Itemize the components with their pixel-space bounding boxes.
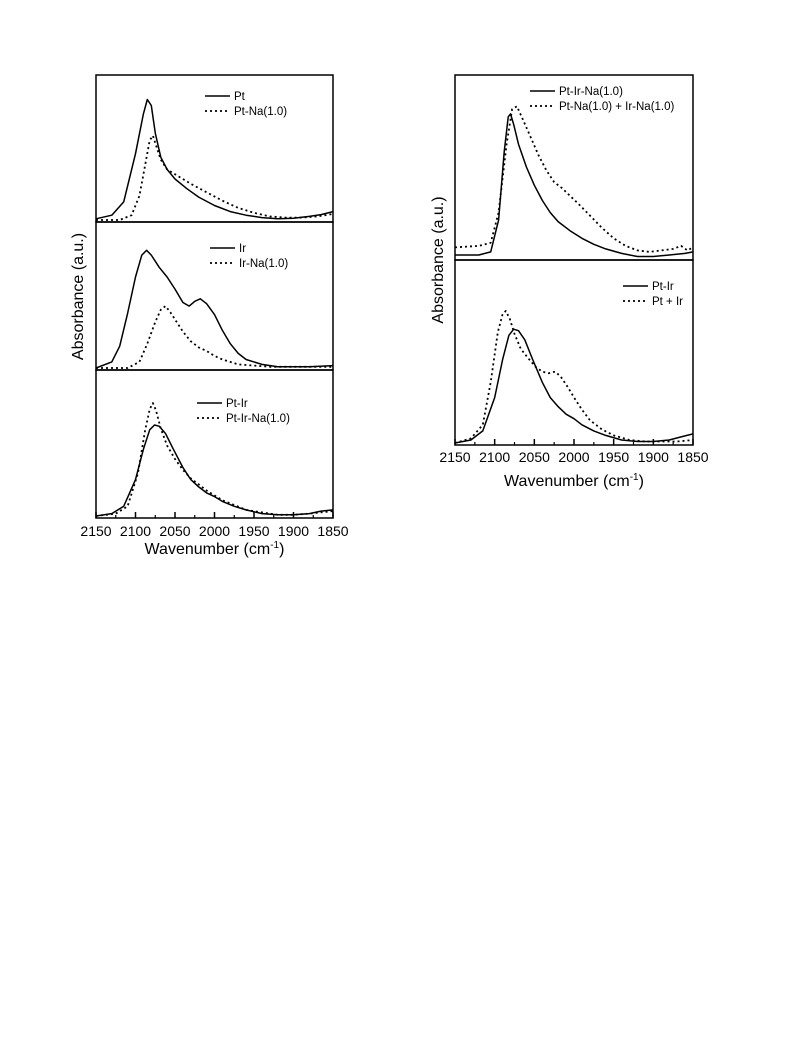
x-tick-label: 1950 xyxy=(238,523,269,539)
left-panel-1-series-2 xyxy=(96,134,334,221)
legend-label: Pt-Ir-Na(1.0) xyxy=(226,413,290,425)
left-x-axis: 2150 2100 2050 2000 1950 1900 1850 xyxy=(80,512,349,539)
left-figure: Pt Pt-Na(1.0) Ir Ir-Na(1.0) Pt-Ir Pt-Ir-Na(1.… xyxy=(70,74,349,558)
legend-label: Ir-Na(1.0) xyxy=(239,258,288,270)
x-tick-label: 2000 xyxy=(558,449,589,465)
left-panel-2-series-2 xyxy=(96,305,333,369)
left-panel-3-series-1 xyxy=(95,424,334,517)
legend-label: Pt-Ir xyxy=(226,398,248,410)
right-panel-2-legend: Pt-Ir Pt + Ir xyxy=(623,281,683,308)
legend-label: Pt xyxy=(234,91,246,103)
right-panel-1-series-2 xyxy=(454,105,694,253)
left-panel-3: Pt-Ir Pt-Ir-Na(1.0) xyxy=(95,369,334,519)
x-tick-label: 2000 xyxy=(199,523,230,539)
x-tick-label: 2050 xyxy=(519,449,550,465)
left-panel-2: Ir Ir-Na(1.0) xyxy=(95,221,334,371)
x-tick-label: 1900 xyxy=(638,449,669,465)
x-tick-label: 2050 xyxy=(159,523,190,539)
legend-label: Ir xyxy=(239,243,246,255)
left-panel-1-legend: Pt Pt-Na(1.0) xyxy=(205,91,287,118)
left-panel-2-legend: Ir Ir-Na(1.0) xyxy=(210,243,288,270)
left-y-axis-title: Absorbance (a.u.) xyxy=(70,233,87,360)
right-panel-2: Pt-Ir Pt + Ir xyxy=(454,259,694,446)
right-y-axis-title: Absorbance (a.u.) xyxy=(430,196,447,323)
legend-label: Pt-Na(1.0) + Ir-Na(1.0) xyxy=(559,101,675,113)
left-panel-1-frame xyxy=(95,74,334,223)
left-panel-3-series-2 xyxy=(95,402,334,517)
x-tick-label: 1850 xyxy=(677,449,708,465)
x-tick-label: 1850 xyxy=(317,523,348,539)
legend-label: Pt-Ir xyxy=(652,281,674,293)
legend-label: Pt-Ir-Na(1.0) xyxy=(559,86,623,98)
right-panel-1: Pt-Ir-Na(1.0) Pt-Na(1.0) + Ir-Na(1.0) xyxy=(454,74,694,261)
x-tick-label: 1900 xyxy=(278,523,309,539)
x-tick-label: 2150 xyxy=(439,449,470,465)
x-tick-label: 2100 xyxy=(120,523,151,539)
left-x-axis-title: Wavenumber (cm-1) xyxy=(145,540,285,558)
left-panel-1-series-1 xyxy=(95,98,334,220)
right-panel-1-legend: Pt-Ir-Na(1.0) Pt-Na(1.0) + Ir-Na(1.0) xyxy=(530,86,675,113)
legend-label: Pt-Na(1.0) xyxy=(234,106,287,118)
left-panel-3-legend: Pt-Ir Pt-Ir-Na(1.0) xyxy=(197,398,290,425)
left-panel-1: Pt Pt-Na(1.0) xyxy=(95,74,334,223)
right-panel-1-series-1 xyxy=(455,113,694,258)
legend-label: Pt + Ir xyxy=(652,296,683,308)
left-panel-2-series-1 xyxy=(95,249,334,369)
x-tick-label: 2100 xyxy=(479,449,510,465)
right-figure: Pt-Ir-Na(1.0)Pt-Na(1.0) + Ir-Na(1.0)Pt-I… xyxy=(430,74,709,490)
right-x-axis: 2150 2100 2050 2000 1950 1900 1850 xyxy=(439,439,709,465)
right-panel-2-series-2 xyxy=(454,310,694,444)
right-x-axis-title: Wavenumber (cm-1) xyxy=(504,472,644,490)
x-tick-label: 2150 xyxy=(80,523,111,539)
x-tick-label: 1950 xyxy=(598,449,629,465)
right-panel-2-series-1 xyxy=(454,328,694,444)
